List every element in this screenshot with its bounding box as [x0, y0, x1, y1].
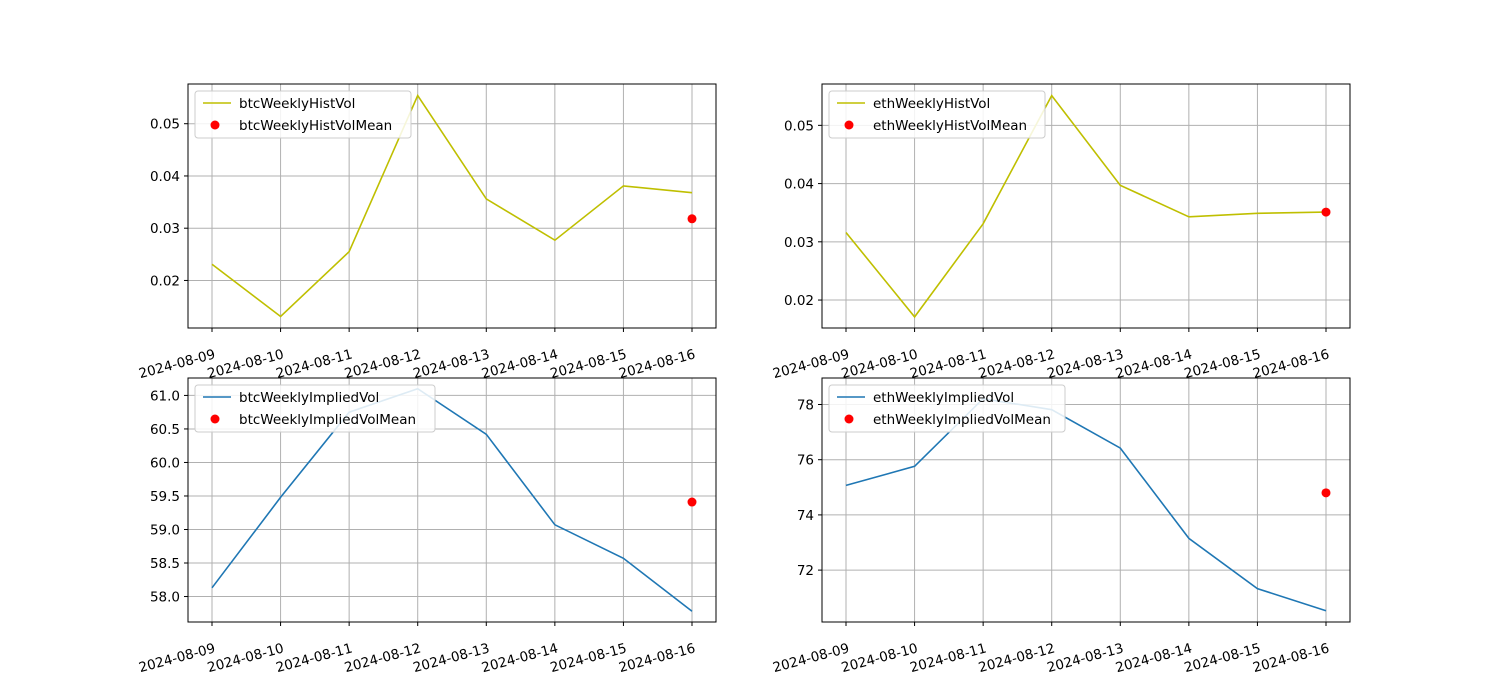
x-tick-label: 2024-08-09	[771, 640, 851, 676]
btcWeeklyHistVol-line	[211, 93, 693, 318]
x-tick-label: 2024-08-15	[549, 346, 629, 382]
x-tick-label: 2024-08-16	[1251, 346, 1331, 382]
legend-label: btcWeeklyHistVol	[239, 96, 355, 112]
ethWeeklyHistVol-line	[845, 94, 1327, 319]
legend-point-swatch	[210, 414, 220, 424]
legend-label: ethWeeklyImpliedVolMean	[873, 412, 1051, 428]
y-tick-label: 0.05	[150, 117, 180, 133]
ethWeeklyImpliedVolMean-point	[1321, 488, 1331, 498]
x-tick-label: 2024-08-16	[617, 640, 697, 676]
y-tick-label: 60.5	[150, 422, 180, 438]
axes-frame	[187, 377, 717, 623]
axes-frame	[821, 83, 1351, 329]
y-tick-label: 60.0	[150, 455, 180, 471]
y-tick-label: 59.0	[150, 522, 180, 538]
x-tick-label: 2024-08-09	[137, 346, 217, 382]
chart-panel-1: 2024-08-092024-08-102024-08-112024-08-12…	[137, 83, 717, 382]
chart-panel-3: 2024-08-092024-08-102024-08-112024-08-12…	[137, 377, 717, 676]
legend: btcWeeklyImpliedVol btcWeeklyImpliedVolMe…	[194, 384, 436, 433]
x-tick-label: 2024-08-11	[908, 346, 988, 382]
x-tick-label: 2024-08-12	[977, 640, 1057, 676]
x-tick-label: 2024-08-12	[343, 346, 423, 382]
x-tick-label: 2024-08-16	[617, 346, 697, 382]
btcWeeklyImpliedVol-line	[211, 387, 693, 612]
x-tick-label: 2024-08-13	[1045, 640, 1125, 676]
x-tick-label: 2024-08-13	[411, 346, 491, 382]
y-tick-label: 61.0	[150, 388, 180, 404]
ethWeeklyImpliedVol-line	[845, 397, 1327, 612]
y-tick-label: 58.5	[150, 556, 180, 572]
x-tick-label: 2024-08-10	[206, 640, 286, 676]
legend-label: ethWeeklyHistVol	[873, 96, 990, 112]
y-tick-label: 76	[797, 453, 814, 469]
legend: btcWeeklyHistVol btcWeeklyHistVolMean	[194, 90, 412, 139]
x-tick-label: 2024-08-12	[977, 346, 1057, 382]
legend-label: ethWeeklyHistVolMean	[873, 118, 1027, 134]
legend: ethWeeklyHistVol ethWeeklyHistVolMean	[828, 90, 1046, 139]
legend-box	[828, 384, 1066, 433]
y-tick-label: 59.5	[150, 489, 180, 505]
x-tick-label: 2024-08-09	[137, 640, 217, 676]
x-tick-label: 2024-08-10	[206, 346, 286, 382]
x-tick-label: 2024-08-11	[274, 640, 354, 676]
legend-box	[194, 384, 436, 433]
x-tick-label: 2024-08-14	[1114, 346, 1194, 382]
x-tick-label: 2024-08-11	[908, 640, 988, 676]
axes-frame	[187, 83, 717, 329]
x-tick-label: 2024-08-11	[274, 346, 354, 382]
chart-panel-4: 2024-08-092024-08-102024-08-112024-08-12…	[771, 377, 1351, 676]
y-tick-label: 0.05	[784, 118, 814, 134]
ethWeeklyHistVolMean-point	[1321, 207, 1331, 217]
x-tick-label: 2024-08-10	[840, 346, 920, 382]
x-tick-label: 2024-08-09	[771, 346, 851, 382]
y-tick-label: 0.02	[150, 273, 180, 289]
axes-frame	[821, 377, 1351, 623]
y-tick-label: 78	[797, 397, 814, 413]
legend-point-swatch	[844, 120, 854, 130]
y-tick-label: 0.04	[150, 169, 180, 185]
x-tick-label: 2024-08-13	[1045, 346, 1125, 382]
legend-label: btcWeeklyHistVolMean	[239, 118, 392, 134]
x-tick-label: 2024-08-15	[549, 640, 629, 676]
x-tick-label: 2024-08-13	[411, 640, 491, 676]
x-tick-label: 2024-08-12	[343, 640, 423, 676]
legend-label: btcWeeklyImpliedVolMean	[239, 412, 416, 428]
btcWeeklyImpliedVolMean-point	[687, 497, 697, 507]
y-tick-label: 58.0	[150, 590, 180, 606]
legend-point-swatch	[844, 414, 854, 424]
x-tick-label: 2024-08-14	[480, 346, 560, 382]
btcWeeklyHistVolMean-point	[687, 214, 697, 224]
legend-label: btcWeeklyImpliedVol	[239, 390, 379, 406]
x-tick-label: 2024-08-14	[1114, 640, 1194, 676]
legend: ethWeeklyImpliedVol ethWeeklyImpliedVolMe…	[828, 384, 1066, 433]
x-tick-label: 2024-08-16	[1251, 640, 1331, 676]
y-tick-label: 0.04	[784, 177, 814, 193]
legend-label: ethWeeklyImpliedVol	[873, 390, 1014, 406]
chart-panel-2: 2024-08-092024-08-102024-08-112024-08-12…	[771, 83, 1351, 382]
y-tick-label: 0.03	[784, 235, 814, 251]
y-tick-label: 72	[797, 563, 814, 579]
x-tick-label: 2024-08-15	[1183, 346, 1263, 382]
x-tick-label: 2024-08-14	[480, 640, 560, 676]
x-tick-label: 2024-08-10	[840, 640, 920, 676]
legend-point-swatch	[210, 120, 220, 130]
y-tick-label: 74	[797, 508, 814, 524]
y-tick-label: 0.02	[784, 293, 814, 309]
x-tick-label: 2024-08-15	[1183, 640, 1263, 676]
y-tick-label: 0.03	[150, 221, 180, 237]
legend-box	[828, 90, 1046, 139]
legend-box	[194, 90, 412, 139]
